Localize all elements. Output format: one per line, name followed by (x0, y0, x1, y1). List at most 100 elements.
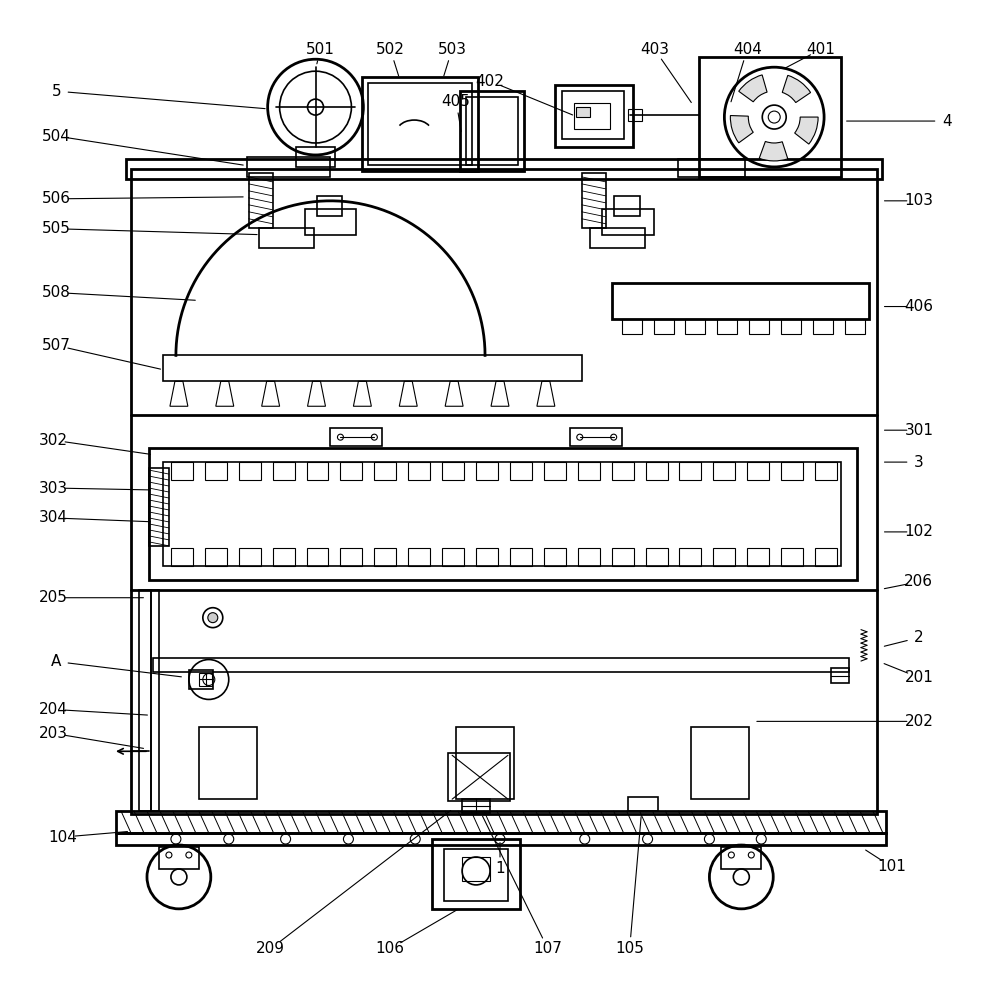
Bar (646, 548, 668, 566)
Bar (330, 428, 382, 446)
Bar (307, 462, 328, 480)
Bar (462, 799, 490, 813)
Bar (685, 319, 705, 335)
Bar (713, 462, 735, 480)
Text: 505: 505 (42, 221, 71, 236)
Bar (163, 462, 841, 566)
Bar (442, 548, 464, 566)
Bar (374, 548, 396, 566)
Text: 507: 507 (42, 338, 71, 353)
Wedge shape (739, 75, 767, 102)
Bar (570, 428, 622, 446)
Bar (139, 590, 151, 811)
Bar (582, 173, 606, 228)
Bar (815, 548, 837, 566)
Text: 205: 205 (39, 591, 68, 606)
Bar (317, 196, 342, 216)
Bar (612, 283, 869, 319)
Text: 506: 506 (42, 191, 71, 206)
Bar (408, 462, 430, 480)
Wedge shape (730, 116, 753, 142)
Bar (815, 462, 837, 480)
Text: 303: 303 (39, 480, 68, 496)
Bar (408, 548, 430, 566)
Text: 404: 404 (733, 42, 762, 57)
Bar (679, 462, 701, 480)
Bar (612, 548, 634, 566)
Text: 402: 402 (476, 74, 504, 89)
Bar (781, 462, 803, 480)
Bar (628, 797, 658, 811)
Bar (239, 462, 261, 480)
Bar (578, 462, 600, 480)
Bar (476, 548, 498, 566)
Text: 105: 105 (615, 941, 644, 956)
Bar (813, 319, 833, 335)
Bar (462, 857, 490, 880)
Bar (749, 319, 769, 335)
Bar (678, 159, 745, 177)
Bar (247, 157, 330, 177)
Bar (590, 228, 645, 248)
Bar (713, 548, 735, 566)
Text: 5: 5 (51, 84, 61, 99)
Bar (544, 548, 566, 566)
Bar (163, 356, 582, 381)
Bar (654, 319, 674, 335)
Bar (205, 548, 227, 566)
Text: 204: 204 (39, 702, 68, 717)
Bar (845, 319, 865, 335)
Bar (374, 462, 396, 480)
Text: 106: 106 (376, 941, 405, 956)
Bar (466, 98, 518, 165)
Text: 401: 401 (807, 42, 836, 57)
Text: 301: 301 (904, 422, 933, 437)
Bar (628, 110, 642, 122)
Text: 501: 501 (306, 42, 335, 57)
Bar (171, 462, 193, 480)
Bar (249, 173, 273, 228)
Bar (612, 462, 634, 480)
Text: 103: 103 (904, 193, 933, 208)
Bar (510, 462, 532, 480)
Bar (717, 319, 737, 335)
Wedge shape (759, 141, 788, 161)
Text: 508: 508 (42, 285, 71, 300)
Text: 3: 3 (914, 454, 924, 469)
Bar (305, 209, 356, 235)
Bar (614, 196, 640, 216)
Text: 101: 101 (877, 860, 906, 874)
Bar (151, 590, 159, 811)
Bar (131, 169, 877, 814)
Bar (444, 849, 508, 900)
Bar (747, 548, 769, 566)
Text: 302: 302 (39, 432, 68, 447)
Text: 403: 403 (640, 42, 669, 57)
Text: 201: 201 (904, 670, 933, 685)
Bar (544, 462, 566, 480)
Bar (432, 839, 520, 909)
Bar (574, 104, 610, 129)
Text: 503: 503 (438, 42, 467, 57)
Bar (781, 319, 801, 335)
Bar (362, 77, 478, 171)
Bar (153, 657, 849, 671)
Text: 504: 504 (42, 128, 71, 143)
Bar (562, 92, 624, 139)
Bar (781, 548, 803, 566)
Wedge shape (782, 76, 811, 103)
Bar (259, 228, 314, 248)
Bar (199, 672, 212, 686)
Text: 405: 405 (442, 94, 471, 109)
Bar (555, 85, 633, 147)
Bar (476, 462, 498, 480)
Text: 206: 206 (904, 575, 933, 590)
Text: 4: 4 (942, 114, 952, 128)
Text: 203: 203 (39, 726, 68, 741)
Bar (448, 753, 510, 801)
Bar (368, 83, 472, 165)
Bar (510, 548, 532, 566)
Circle shape (762, 106, 786, 129)
Bar (159, 847, 199, 869)
Bar (578, 548, 600, 566)
